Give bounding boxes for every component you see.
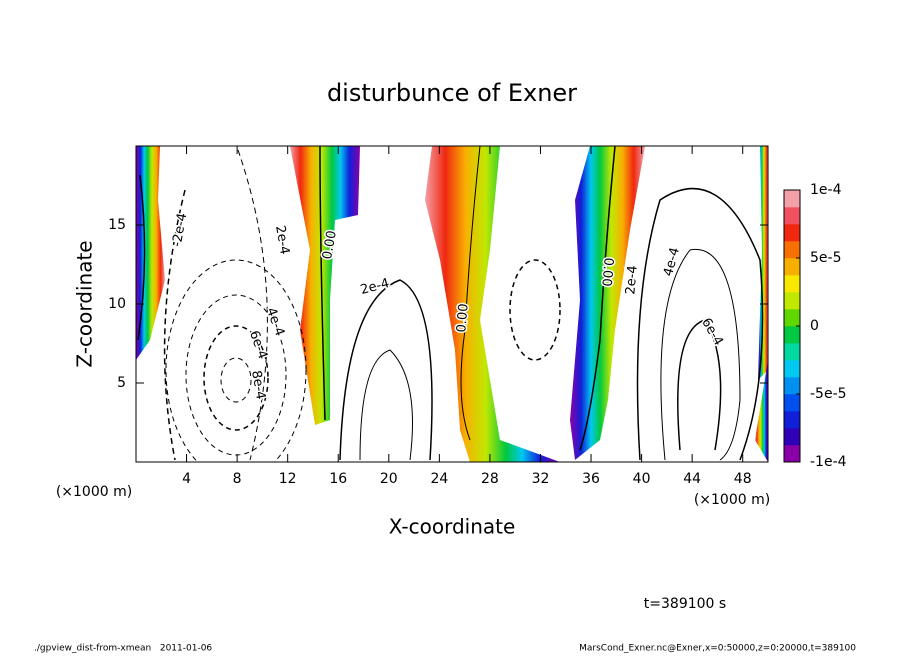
x-unit: (×1000 m) <box>694 492 770 508</box>
x-tick-label: 8 <box>233 471 242 487</box>
contour-label: 2e-4 <box>272 224 292 255</box>
contour-label: -2e-4 <box>170 212 191 248</box>
chart-title: disturbunce of Exner <box>327 79 577 107</box>
colorbar-label: -5e-5 <box>810 386 847 402</box>
x-tick-label: 36 <box>582 471 600 487</box>
x-tick-label: 44 <box>683 471 701 487</box>
colorbar-band <box>784 224 800 242</box>
colorbar-label: -1e-4 <box>810 454 847 470</box>
footer-left: ./gpview_dist-from-xmean 2011-01-06 <box>34 644 212 654</box>
colorbar-label: 0 <box>810 318 819 334</box>
footer-right: MarsCond_Exner.nc@Exner,x=0:50000,z=0:20… <box>579 644 856 654</box>
contour-lines <box>137 146 764 462</box>
x-tick-label: 4 <box>182 471 191 487</box>
colorbar-band <box>784 411 800 429</box>
contour-label: 2e-4 <box>623 265 640 295</box>
time-label: t=389100 s <box>644 596 726 612</box>
x-tick-label: 16 <box>329 471 347 487</box>
colorbar-band <box>784 394 800 412</box>
contour-label: 6e-4 <box>246 329 270 362</box>
colorbar-label: 5e-5 <box>810 250 841 266</box>
contour-label: 0.00 <box>320 229 340 260</box>
colorbar-band <box>784 377 800 395</box>
x-tick-label: 24 <box>430 471 448 487</box>
colorbar-band <box>784 292 800 310</box>
colorbar-band <box>784 428 800 446</box>
colorbar-band <box>784 445 800 463</box>
x-axis-label: X-coordinate <box>389 515 516 539</box>
y-axis-label: Z-coordinate <box>73 240 97 367</box>
x-tick-label: 48 <box>734 471 752 487</box>
colorbar-band <box>784 207 800 225</box>
contour-label: 4e-4 <box>263 306 287 339</box>
x-tick-label: 28 <box>481 471 499 487</box>
contour-label: 0.00 <box>598 257 615 287</box>
colorbar-band <box>784 309 800 327</box>
y-unit: (×1000 m) <box>56 484 132 500</box>
contour-label: 8e-4 <box>248 369 268 400</box>
contour-label: 6e-4 <box>698 316 726 349</box>
colorbar-label: 1e-4 <box>810 182 842 198</box>
colorbar-band <box>784 275 800 293</box>
colorbar-band <box>784 360 800 378</box>
x-tick-label: 12 <box>279 471 297 487</box>
x-tick-label: 32 <box>532 471 550 487</box>
colorbar-band <box>784 258 800 276</box>
y-tick-label: 5 <box>117 375 126 391</box>
contour-label: 2e-4 <box>359 276 391 298</box>
colorbar-band <box>784 190 800 208</box>
contour-fill <box>136 146 768 462</box>
contour-label: 4e-4 <box>661 246 683 278</box>
x-tick-label: 20 <box>380 471 398 487</box>
colorbar-band <box>784 343 800 361</box>
contour-label: 0.00 <box>454 303 471 333</box>
x-tick-label: 40 <box>633 471 651 487</box>
y-tick-label: 15 <box>108 217 126 233</box>
colorbar-band <box>784 326 800 344</box>
y-tick-label: 10 <box>108 296 126 312</box>
colorbar-band <box>784 241 800 259</box>
